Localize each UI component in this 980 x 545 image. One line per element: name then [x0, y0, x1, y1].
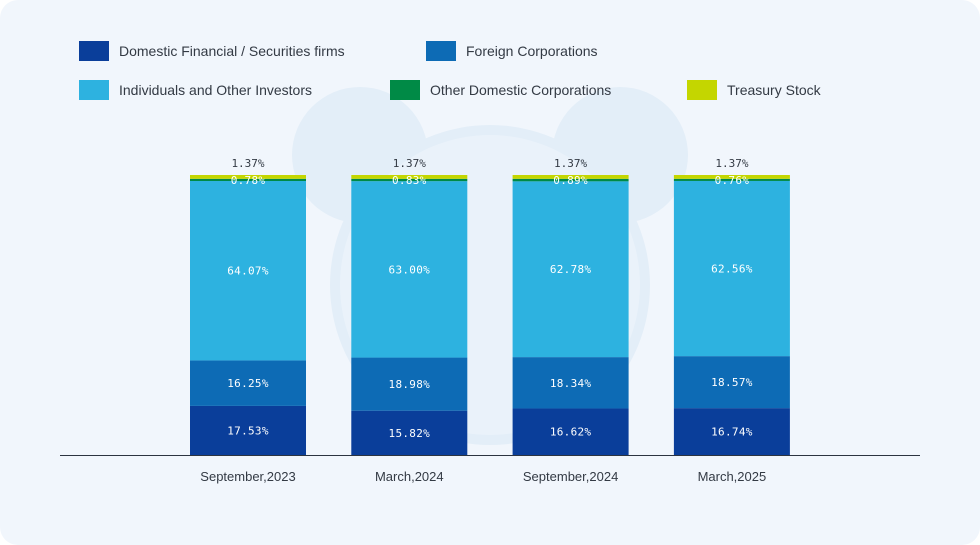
data-label: 64.07% — [227, 265, 269, 278]
legend-item-other-domestic: Other Domestic Corporations — [390, 80, 611, 100]
x-tick-label: September,2024 — [523, 469, 618, 484]
data-label: 16.25% — [227, 377, 269, 390]
legend-swatch — [687, 80, 717, 100]
bar-segment — [190, 181, 306, 361]
data-label: 1.37% — [231, 157, 264, 170]
bar-segment — [351, 181, 468, 358]
legend-swatch — [426, 41, 456, 61]
data-label: 18.98% — [389, 378, 431, 391]
legend-label: Treasury Stock — [727, 82, 821, 98]
bar-segment — [512, 175, 629, 179]
data-label: 1.37% — [715, 157, 748, 170]
data-label: 18.34% — [550, 377, 592, 390]
legend-swatch — [79, 41, 109, 61]
bar-segment — [512, 178, 629, 182]
bar-segment — [351, 357, 468, 411]
bar-segment — [673, 180, 790, 357]
data-label: 1.37% — [554, 157, 587, 170]
bar-segment — [351, 410, 468, 455]
bar-segment — [351, 178, 468, 182]
bar-segment — [673, 178, 790, 181]
bar-segment — [190, 405, 306, 455]
data-label: 15.82% — [389, 427, 431, 440]
legend-swatch — [79, 80, 109, 100]
legend-item-individuals: Individuals and Other Investors — [79, 80, 312, 100]
data-label: 1.37% — [393, 157, 426, 170]
bar-segment — [673, 175, 790, 179]
bar-segment — [190, 360, 306, 406]
x-tick-label: March,2025 — [698, 469, 767, 484]
legend-item-foreign-corporations: Foreign Corporations — [426, 41, 598, 61]
x-tick-label: September,2023 — [200, 469, 295, 484]
bar-segment — [673, 408, 790, 455]
legend-label: Other Domestic Corporations — [430, 82, 612, 98]
data-label: 63.00% — [389, 263, 431, 276]
legend-item-treasury-stock: Treasury Stock — [687, 80, 821, 100]
data-label: 62.78% — [550, 263, 592, 276]
bar-segment — [351, 175, 468, 179]
legend-item-domestic-financial: Domestic Financial / Securities firms — [79, 41, 345, 61]
data-label: 16.62% — [550, 426, 592, 439]
bar-segment — [190, 175, 306, 179]
x-tick-label: March,2024 — [375, 469, 444, 484]
data-label: 0.89% — [553, 174, 588, 187]
data-label: 62.56% — [711, 263, 753, 276]
data-label: 0.78% — [231, 174, 266, 187]
legend-label: Foreign Corporations — [466, 43, 598, 59]
legend-swatch — [390, 80, 420, 100]
data-label: 17.53% — [227, 424, 269, 437]
bar-segment — [190, 178, 306, 182]
data-label: 0.76% — [715, 174, 750, 187]
bar-segment — [512, 181, 629, 358]
data-label: 16.74% — [711, 426, 753, 439]
bar-segment — [512, 357, 629, 409]
legend-label: Domestic Financial / Securities firms — [119, 43, 345, 59]
data-label: 0.83% — [392, 174, 427, 187]
bar-segment — [512, 408, 629, 455]
legend-label: Individuals and Other Investors — [119, 82, 312, 98]
data-label: 18.57% — [711, 376, 753, 389]
bar-segment — [673, 356, 790, 409]
